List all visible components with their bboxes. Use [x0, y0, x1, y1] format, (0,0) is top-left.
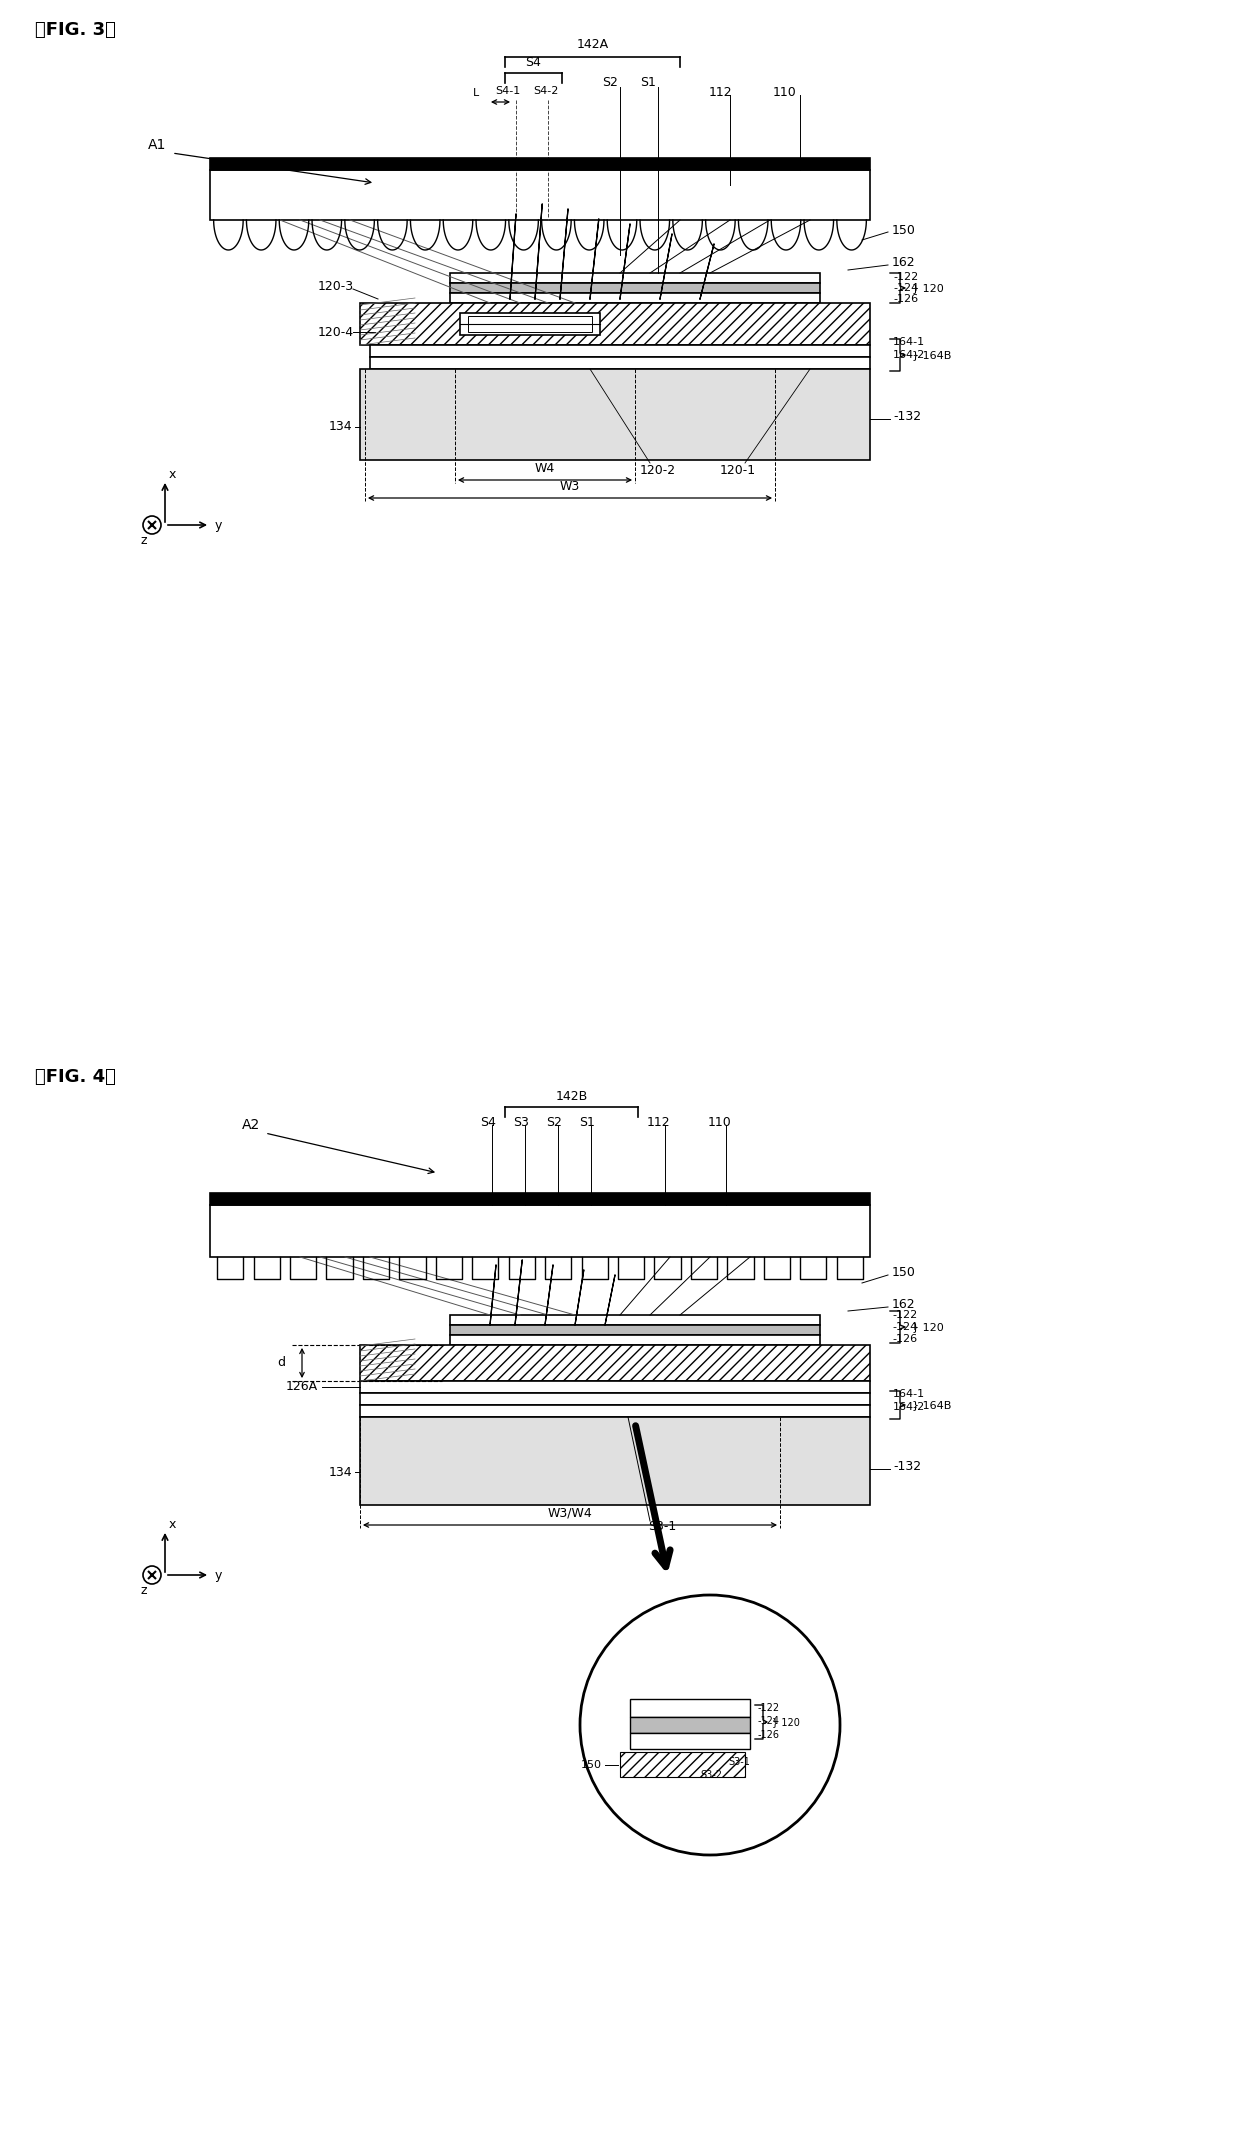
Text: -126: -126: [892, 1334, 918, 1345]
Bar: [370, 357, 870, 369]
Text: 150: 150: [582, 1759, 601, 1770]
Text: W4: W4: [534, 461, 556, 474]
Text: -124: -124: [893, 284, 919, 292]
Text: 164-2: 164-2: [893, 350, 925, 361]
Text: -126: -126: [758, 1729, 780, 1740]
Text: S1: S1: [640, 77, 656, 90]
Text: 120-4: 120-4: [317, 325, 355, 339]
Text: } 120: } 120: [911, 1322, 944, 1332]
Text: S3-2: S3-2: [701, 1770, 722, 1781]
Text: x: x: [169, 1518, 176, 1531]
Bar: [620, 1753, 745, 1776]
Bar: [450, 1334, 820, 1345]
Text: z: z: [141, 534, 148, 547]
Bar: [450, 292, 820, 303]
Bar: [630, 1717, 750, 1734]
Text: 162: 162: [892, 1298, 915, 1311]
Text: d: d: [277, 1356, 285, 1369]
Text: } 120: } 120: [911, 284, 944, 292]
Text: } 120: } 120: [773, 1717, 800, 1727]
Bar: [210, 1193, 870, 1204]
Text: -122: -122: [758, 1704, 780, 1712]
Text: z: z: [141, 1584, 148, 1597]
Bar: [360, 1392, 870, 1405]
Text: S4-2: S4-2: [533, 85, 559, 96]
Bar: [450, 1315, 820, 1326]
Text: S4-1: S4-1: [495, 85, 521, 96]
Text: W3: W3: [560, 480, 580, 493]
Text: 110: 110: [708, 1114, 732, 1129]
Bar: [360, 369, 870, 459]
Text: A1: A1: [148, 139, 166, 152]
Text: 164-1: 164-1: [893, 1390, 925, 1398]
Text: L: L: [472, 88, 479, 98]
Text: 112: 112: [646, 1114, 670, 1129]
Text: W3/W4: W3/W4: [548, 1507, 593, 1520]
Text: } 164B: } 164B: [911, 350, 951, 361]
Text: y: y: [215, 1569, 222, 1582]
Text: x: x: [169, 468, 176, 483]
Text: 【FIG. 3】: 【FIG. 3】: [35, 21, 115, 38]
Text: 120-1: 120-1: [720, 463, 756, 476]
Bar: [460, 314, 600, 335]
Bar: [370, 346, 870, 357]
Text: 110: 110: [773, 88, 797, 100]
Text: -124: -124: [758, 1717, 780, 1725]
Bar: [360, 1405, 870, 1418]
Text: 112: 112: [708, 88, 732, 100]
Text: 164-2: 164-2: [893, 1403, 925, 1411]
Text: 134: 134: [329, 1465, 352, 1480]
Text: -122: -122: [892, 1311, 918, 1319]
Text: S4: S4: [526, 56, 542, 70]
Bar: [210, 158, 870, 171]
Bar: [210, 171, 870, 220]
Text: S3-1: S3-1: [728, 1757, 750, 1768]
Text: -132: -132: [893, 410, 921, 423]
Text: 142A: 142A: [577, 38, 609, 51]
Text: 【FIG. 4】: 【FIG. 4】: [35, 1068, 115, 1087]
Text: 142B: 142B: [556, 1091, 588, 1104]
Text: 134: 134: [329, 421, 352, 433]
Bar: [360, 1345, 870, 1381]
Text: -132: -132: [893, 1460, 921, 1473]
Bar: [360, 303, 870, 346]
Text: y: y: [215, 519, 222, 532]
Text: -124: -124: [892, 1322, 918, 1332]
Text: S4: S4: [480, 1114, 496, 1129]
Bar: [450, 1326, 820, 1334]
Bar: [630, 1734, 750, 1749]
Text: } 164B: } 164B: [911, 1401, 951, 1409]
Text: -126: -126: [893, 295, 918, 303]
Text: S2: S2: [546, 1114, 562, 1129]
Bar: [467, 316, 591, 333]
Text: 120-3: 120-3: [317, 280, 355, 292]
Text: 120-2: 120-2: [640, 463, 676, 476]
Text: S1: S1: [579, 1114, 595, 1129]
Text: S3-1: S3-1: [649, 1520, 676, 1533]
Bar: [630, 1699, 750, 1717]
Text: 126A: 126A: [286, 1381, 317, 1394]
Bar: [210, 1204, 870, 1258]
Text: -122: -122: [893, 271, 919, 282]
Text: 164-1: 164-1: [893, 337, 925, 348]
Bar: [450, 273, 820, 284]
Text: A2: A2: [242, 1119, 260, 1132]
Text: S3: S3: [513, 1114, 529, 1129]
Bar: [360, 1381, 870, 1392]
Text: 150: 150: [892, 1266, 916, 1279]
Text: S2: S2: [603, 77, 618, 90]
Text: 162: 162: [892, 256, 915, 269]
Bar: [360, 1418, 870, 1505]
Bar: [450, 284, 820, 292]
Text: 150: 150: [892, 224, 916, 237]
